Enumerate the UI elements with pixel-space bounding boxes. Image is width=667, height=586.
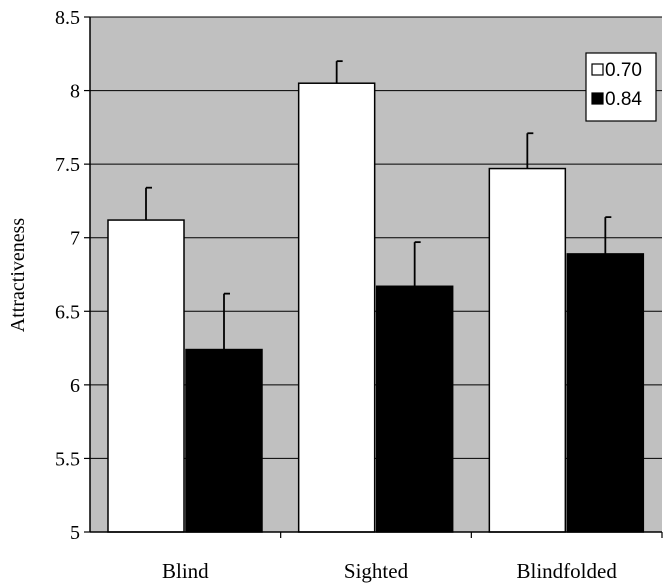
bar-blind-0.70 — [107, 219, 185, 533]
y-tick-label: 8.5 — [55, 7, 80, 29]
x-category-label: Sighted — [344, 559, 409, 583]
y-tick-labels: 5 5.5 6 6.5 7 7.5 8 8.5 — [55, 7, 80, 544]
y-tick-label: 5.5 — [55, 448, 80, 470]
axes — [84, 16, 663, 538]
y-tick-label: 7 — [70, 228, 80, 250]
legend-swatch — [591, 92, 604, 105]
x-category-labels: Blind Sighted Blindfolded — [162, 559, 617, 583]
y-tick-label: 5 — [70, 522, 80, 544]
y-tick-label: 6.5 — [55, 301, 80, 323]
legend: 0.70 0.84 — [585, 52, 657, 122]
legend-swatch — [591, 63, 604, 76]
legend-label: 0.84 — [605, 89, 642, 110]
bar-blindfolded-0.84 — [566, 253, 645, 533]
y-axis-title: Attractiveness — [7, 218, 29, 333]
bar-blindfolded-0.70 — [488, 167, 567, 533]
bar-blind-0.84 — [185, 348, 263, 533]
legend-label: 0.70 — [605, 60, 642, 81]
error-bars — [145, 60, 612, 350]
x-category-label: Blind — [162, 559, 209, 583]
bar-sighted-0.70 — [297, 82, 376, 533]
bar-sighted-0.84 — [375, 285, 454, 533]
y-tick-label: 8 — [70, 81, 80, 103]
x-category-label: Blindfolded — [517, 559, 618, 583]
y-tick-label: 6 — [70, 375, 80, 397]
y-tick-label: 7.5 — [55, 154, 80, 176]
